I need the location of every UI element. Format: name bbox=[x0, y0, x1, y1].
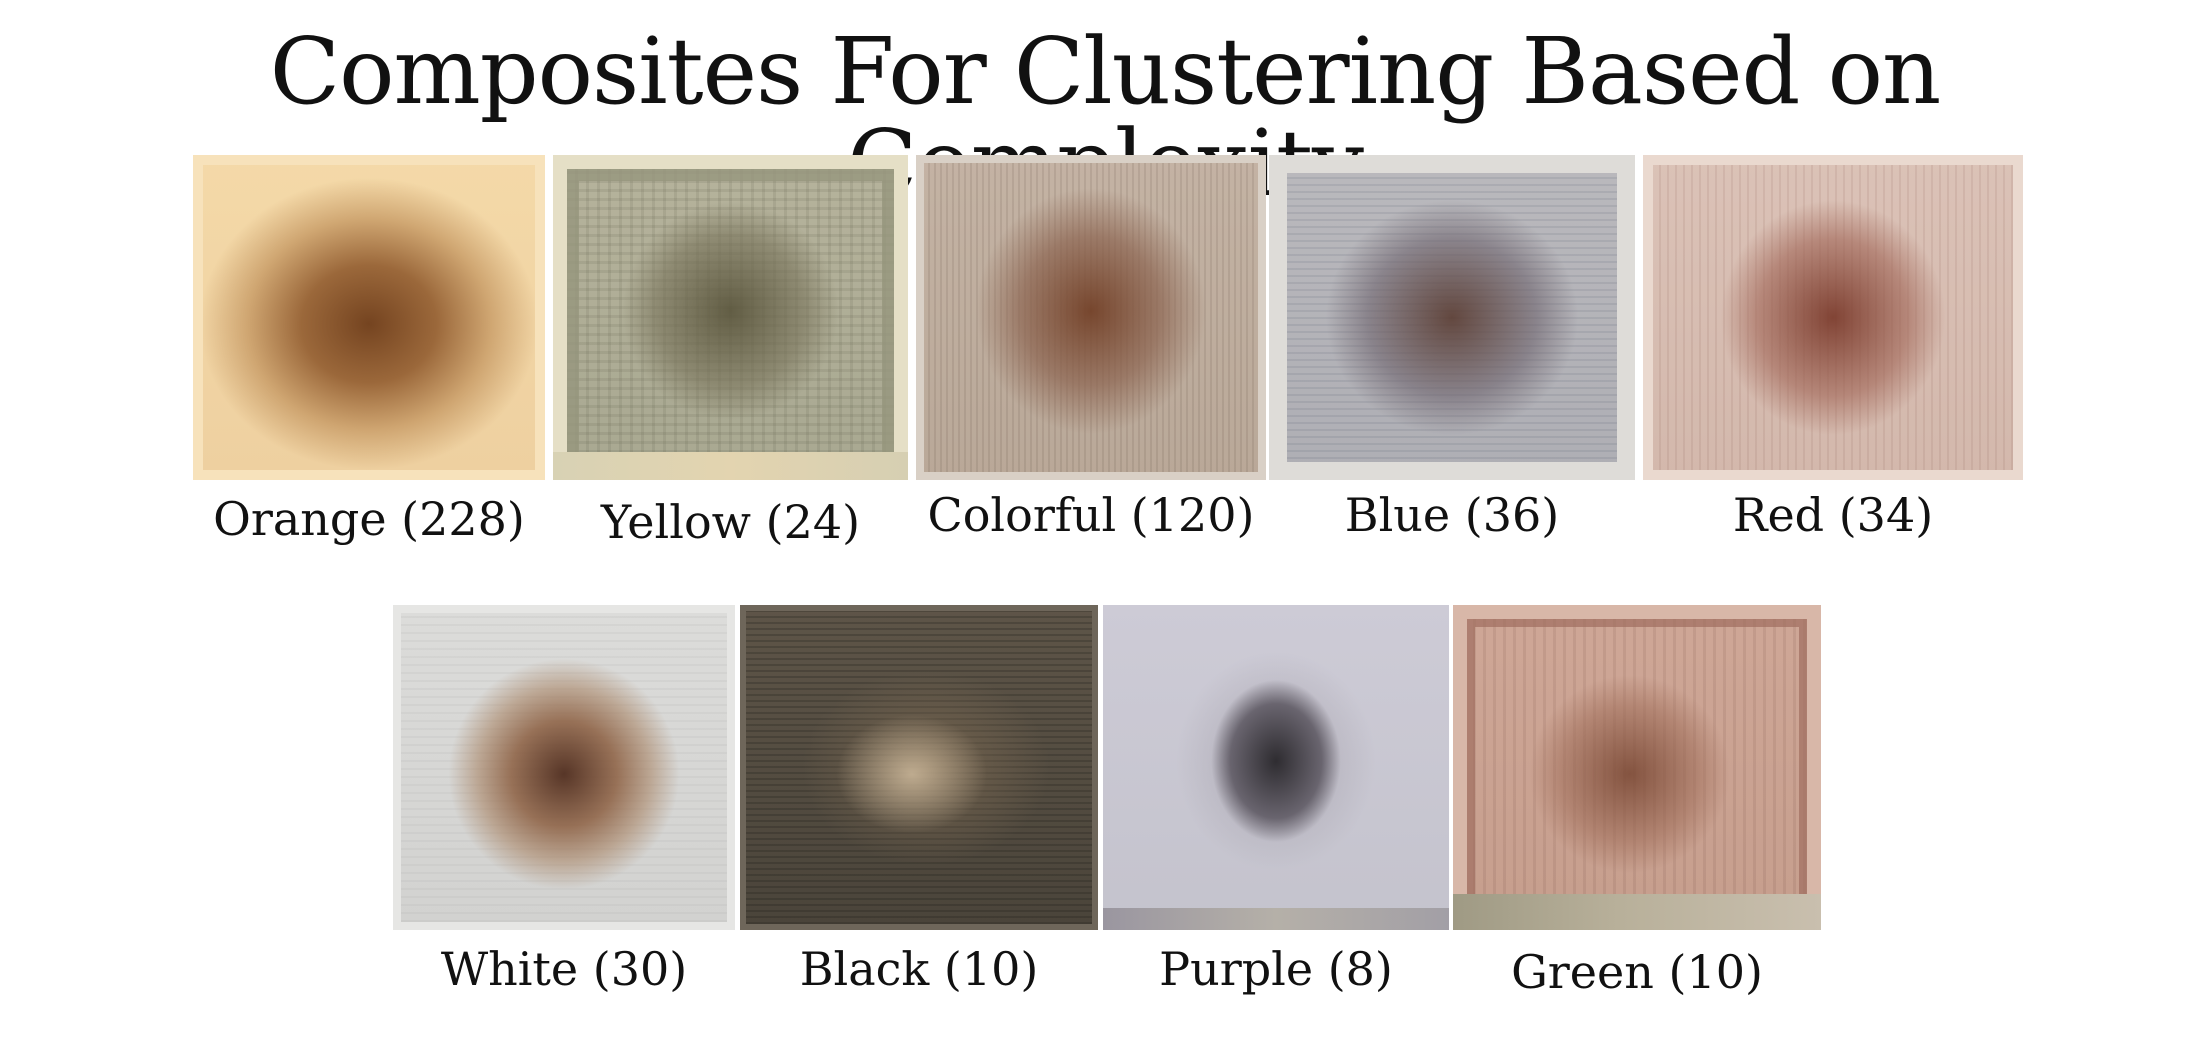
cluster-label-yellow: Yellow (24) bbox=[600, 495, 861, 549]
composite-image-black bbox=[740, 605, 1098, 930]
cluster-label-orange: Orange (228) bbox=[213, 492, 525, 546]
composite-image-colorful bbox=[916, 155, 1266, 480]
composite-image-red bbox=[1643, 155, 2023, 480]
composite-image-blue bbox=[1269, 155, 1635, 480]
composite-image-yellow bbox=[553, 155, 908, 480]
cluster-label-purple: Purple (8) bbox=[1159, 942, 1393, 996]
composite-image-white bbox=[393, 605, 735, 930]
cluster-label-colorful: Colorful (120) bbox=[927, 488, 1255, 542]
composite-image-orange bbox=[193, 155, 545, 480]
cluster-label-blue: Blue (36) bbox=[1344, 488, 1560, 542]
cluster-label-white: White (30) bbox=[440, 942, 688, 996]
cluster-label-black: Black (10) bbox=[799, 942, 1039, 996]
composite-image-green bbox=[1453, 605, 1821, 930]
cluster-label-red: Red (34) bbox=[1732, 488, 1934, 542]
composite-image-purple bbox=[1103, 605, 1449, 930]
cluster-label-green: Green (10) bbox=[1511, 945, 1763, 999]
